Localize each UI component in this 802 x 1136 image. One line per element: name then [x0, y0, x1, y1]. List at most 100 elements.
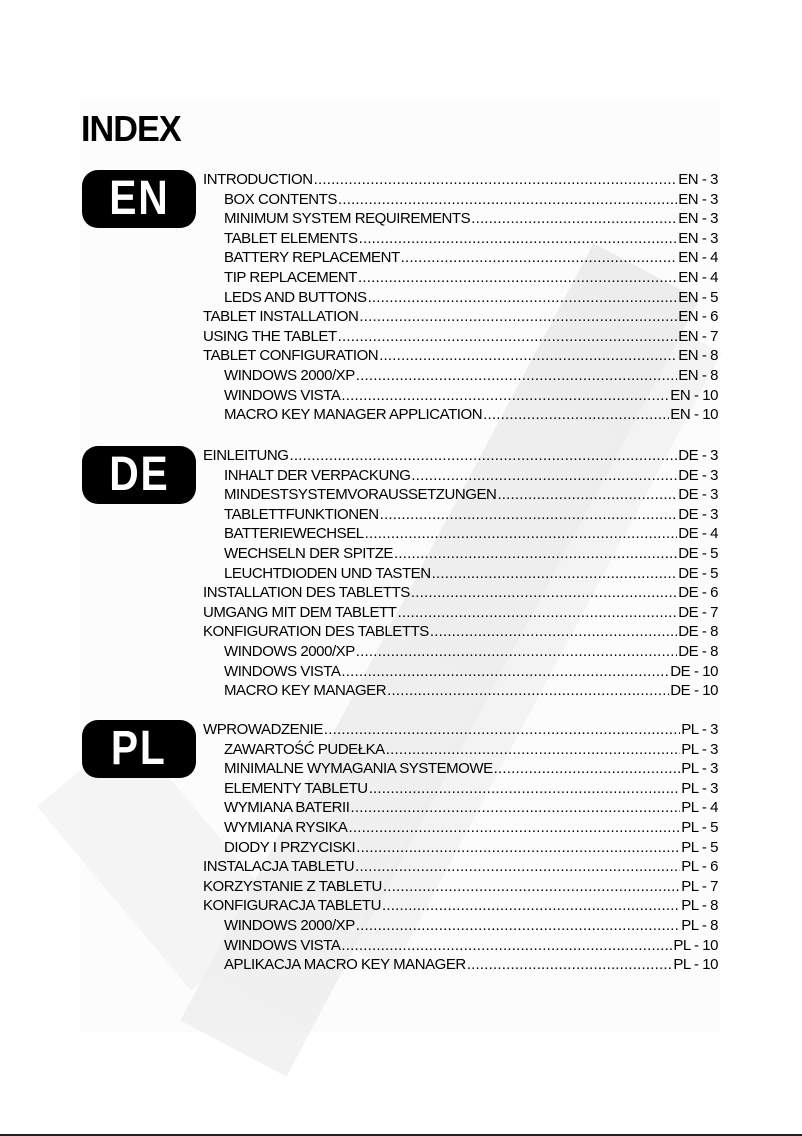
dot-leader [471, 209, 677, 229]
toc-entry: WYMIANA BATERII PL - 4 [203, 798, 718, 818]
toc-entry-page: PL - 3 [681, 721, 718, 738]
toc-entry-page: DE - 8 [678, 623, 718, 641]
dot-leader [324, 720, 680, 740]
toc-entry-page: PL - 4 [681, 799, 718, 817]
toc-entry: BATTERY REPLACEMENT EN - 4 [203, 248, 718, 268]
toc-entry-page: DE - 7 [678, 603, 718, 621]
toc-entry-page: PL - 7 [681, 877, 718, 895]
language-badge-pl: PL [82, 720, 196, 778]
toc-entry-title: WINDOWS 2000/XP [224, 916, 355, 934]
toc-entry: BATTERIEWECHSEL DE - 4 [203, 524, 718, 544]
toc-entry: INHALT DER VERPACKUNG DE - 3 [203, 466, 718, 486]
toc-entry-title: INSTALLATION DES TABLETTS [203, 584, 410, 602]
toc-entry: MINDESTSYSTEMVORAUSSETZUNGEN DE - 3 [203, 485, 718, 505]
toc-entry-title: BOX CONTENTS [224, 190, 337, 208]
dot-leader [497, 485, 677, 505]
dot-leader [394, 544, 677, 564]
toc-entry-page: DE - 5 [678, 564, 718, 582]
toc-entry-page: EN - 5 [678, 288, 718, 306]
toc-entry-page: DE - 3 [678, 505, 718, 523]
toc-entry-page: DE - 3 [678, 447, 718, 464]
toc-entry-title: WINDOWS 2000/XP [224, 642, 355, 660]
language-badge-de: DE [82, 446, 196, 504]
toc-entry-title: WINDOWS VISTA [224, 936, 341, 954]
dot-leader [386, 740, 681, 760]
toc-entry-page: PL - 3 [681, 760, 718, 778]
toc-entry: LEDS AND BUTTONS EN - 5 [203, 288, 718, 308]
toc-entry: EINLEITUNG DE - 3 [203, 446, 718, 466]
toc-entry-page: DE - 10 [670, 682, 718, 700]
toc-entry-title: BATTERY REPLACEMENT [224, 249, 400, 267]
dot-leader [359, 307, 677, 327]
dot-leader [341, 662, 669, 682]
toc-entry-title: MACRO KEY MANAGER [224, 682, 387, 700]
toc-entry-page: EN - 7 [678, 327, 718, 345]
dot-leader [494, 759, 681, 779]
toc-entry-title: KONFIGURACJA TABLETU [203, 897, 381, 915]
toc-entry-page: EN - 3 [678, 229, 718, 247]
dot-leader [356, 366, 677, 386]
dot-leader [383, 877, 680, 897]
dot-leader [314, 170, 678, 190]
dot-leader [430, 622, 677, 642]
toc-entry-title: EINLEITUNG [203, 447, 289, 464]
bottom-border [0, 1134, 802, 1136]
dot-leader [411, 583, 677, 603]
toc-entry: DIODY I PRZYCISKI PL - 5 [203, 838, 718, 858]
dot-leader [380, 505, 678, 525]
dot-leader [369, 779, 681, 799]
toc-entry-page: PL - 10 [673, 936, 718, 954]
toc-entry: WINDOWS 2000/XP DE - 8 [203, 642, 718, 662]
toc-entry: MACRO KEY MANAGER DE - 10 [203, 681, 718, 701]
toc-entry-page: EN - 10 [670, 386, 718, 404]
toc-entry-page: DE - 10 [670, 662, 718, 680]
toc-entry: BOX CONTENTS EN - 3 [203, 190, 718, 210]
dot-leader [379, 346, 677, 366]
toc-entry-page: PL - 6 [681, 858, 718, 876]
dot-leader [483, 405, 669, 425]
toc-entry: INSTALLATION DES TABLETTS DE - 6 [203, 583, 718, 603]
toc-entry-title: APLIKACJA MACRO KEY MANAGER [224, 956, 466, 974]
toc-entry: KONFIGURACJA TABLETU PL - 8 [203, 896, 718, 916]
toc-entry: KONFIGURATION DES TABLETTS DE - 8 [203, 622, 718, 642]
dot-leader [432, 564, 678, 584]
toc-entry-title: MINDESTSYSTEMVORAUSSETZUNGEN [224, 486, 497, 504]
toc-entry-page: PL - 3 [681, 779, 718, 797]
toc-entry-title: LEDS AND BUTTONS [224, 288, 367, 306]
toc-entry: MINIMUM SYSTEM REQUIREMENTS EN - 3 [203, 209, 718, 229]
toc-entry: WINDOWS 2000/XP EN - 8 [203, 366, 718, 386]
toc-entry-title: KONFIGURATION DES TABLETTS [203, 623, 429, 641]
page-title: INDEX [81, 108, 182, 149]
toc-entry-page: PL - 10 [673, 956, 718, 974]
toc-entry-title: KORZYSTANIE Z TABLETU [203, 877, 382, 895]
dot-leader [351, 798, 681, 818]
toc-entry: APLIKACJA MACRO KEY MANAGER PL - 10 [203, 955, 718, 975]
dot-leader [387, 681, 669, 701]
toc-section-pl: WPROWADZENIE PL - 3 ZAWARTOŚĆ PUDEŁKA PL - … [203, 720, 718, 975]
toc-entry-page: EN - 4 [678, 268, 718, 286]
toc-entry-title: TABLETTFUNKTIONEN [224, 505, 379, 523]
dot-leader [467, 955, 673, 975]
toc-entry-page: DE - 5 [678, 544, 718, 562]
toc-entry-title: MINIMUM SYSTEM REQUIREMENTS [224, 210, 471, 228]
toc-entry: ELEMENTY TABLETU PL - 3 [203, 779, 718, 799]
toc-entry-page: DE - 3 [678, 486, 718, 504]
toc-entry: WINDOWS 2000/XP PL - 8 [203, 916, 718, 936]
toc-entry-page: PL - 8 [681, 916, 718, 934]
dot-leader [341, 386, 669, 406]
toc-entry-title: WECHSELN DER SPITZE [224, 544, 393, 562]
toc-entry-title: TABLET ELEMENTS [224, 229, 358, 247]
dot-leader [356, 838, 680, 858]
toc-entry: TABLET ELEMENTS EN - 3 [203, 229, 718, 249]
dot-leader [397, 603, 677, 623]
toc-entry-title: WPROWADZENIE [203, 721, 323, 738]
dot-leader [290, 446, 678, 466]
toc-entry-title: TABLET INSTALLATION [203, 308, 359, 326]
toc-entry: INTRODUCTION EN - 3 [203, 170, 718, 190]
dot-leader [338, 327, 678, 347]
toc-entry-title: MINIMALNE WYMAGANIA SYSTEMOWE [224, 760, 493, 778]
toc-entry-title: WINDOWS 2000/XP [224, 366, 355, 384]
toc-entry-page: PL - 8 [681, 897, 718, 915]
dot-leader [348, 818, 680, 838]
